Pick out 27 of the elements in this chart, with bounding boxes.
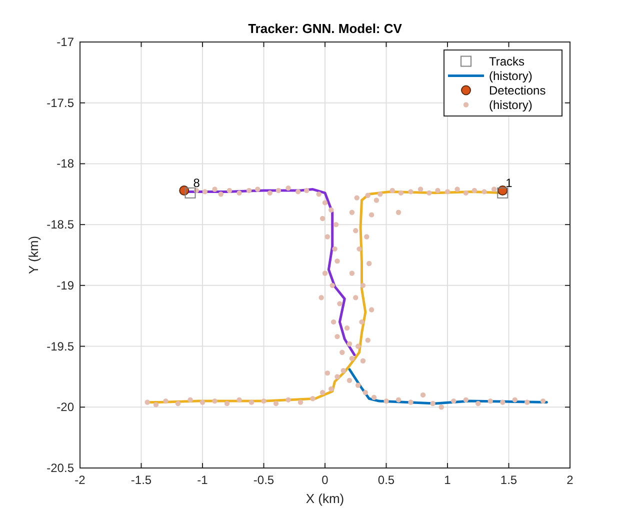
x-tick-label: 1 — [444, 473, 452, 487]
x-axis-title: X (km) — [306, 491, 344, 506]
x-tick-label: -0.5 — [253, 473, 274, 487]
x-tick-label: 0.5 — [378, 473, 395, 487]
x-tick-label: -1 — [197, 473, 208, 487]
annotation: 1 — [506, 176, 513, 190]
y-axis-title: Y (km) — [26, 236, 41, 274]
x-tick-label: 0 — [322, 473, 329, 487]
legend-label: Detections — [489, 83, 546, 98]
y-tick-label: -18 — [56, 156, 74, 171]
y-tick-label: -17.5 — [46, 96, 74, 110]
legend-label: (history) — [489, 98, 532, 112]
y-tick-label: -17 — [56, 35, 74, 49]
legend-label: (history) — [489, 68, 532, 83]
x-tick-label: -2 — [74, 473, 86, 487]
legend-label: Tracks — [489, 54, 525, 68]
annotation: 8 — [193, 176, 200, 190]
y-tick-label: -20.5 — [46, 461, 74, 475]
x-tick-label: 2 — [566, 473, 574, 487]
y-tick-label: -19.5 — [46, 339, 74, 354]
chart-title: Tracker: GNN. Model: CV — [248, 21, 402, 36]
y-tick-label: -20 — [56, 400, 74, 414]
y-tick-label: -18.5 — [46, 218, 74, 232]
x-tick-label: -1.5 — [130, 473, 152, 487]
x-tick-label: 1.5 — [500, 473, 518, 487]
line-series — [348, 368, 548, 405]
y-tick-label: -19 — [56, 278, 74, 292]
